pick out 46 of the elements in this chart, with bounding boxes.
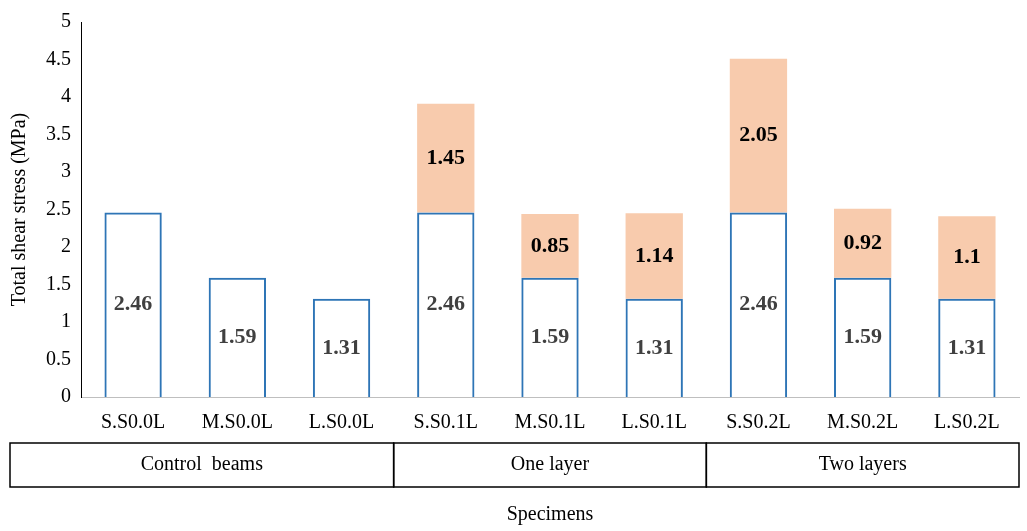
bar	[521, 214, 579, 278]
text: Control beams	[140, 452, 264, 475]
data-label: 2.46	[739, 290, 778, 316]
y-tick-label: 1	[61, 309, 71, 332]
bar	[938, 216, 996, 299]
y-tick-label: 4.5	[46, 46, 71, 69]
x-tick-label: M.S0.1L	[514, 410, 586, 433]
data-label: 1.31	[634, 333, 674, 359]
y-axis-title: Total shear stress (MPa)	[7, 112, 31, 307]
data-label: 1.59	[218, 323, 257, 349]
x-tick-label: S.S0.2L	[726, 410, 791, 433]
y-tick-label: 0	[61, 384, 71, 407]
y-tick-label: 1.5	[46, 271, 71, 294]
y-tick-label: 3.5	[46, 121, 71, 144]
data-label: 1.14	[634, 241, 674, 267]
y-tick-label: 2	[61, 234, 71, 257]
data-label: 2.05	[739, 121, 778, 147]
data-label: 1.59	[530, 323, 570, 349]
data-label: 1.31	[947, 333, 987, 359]
x-tick-label: M.S0.0L	[201, 410, 273, 433]
bar	[729, 58, 788, 213]
y-tick-label: 4	[61, 84, 71, 107]
y-tick-label: 0.5	[46, 346, 71, 369]
text: Two layers	[818, 452, 907, 476]
y-tick-label: 3	[61, 159, 71, 182]
x-tick-label: L.S0.0L	[308, 410, 375, 433]
x-tick-label: S.S0.1L	[413, 410, 479, 433]
data-label: 0.92	[843, 228, 882, 254]
x-tick-label: M.S0.2L	[827, 410, 899, 433]
x-tick-label: L.S0.2L	[934, 410, 1000, 433]
data-label: 0.85	[530, 231, 570, 257]
bar	[834, 208, 892, 278]
data-label: 2.46	[113, 290, 153, 316]
x-tick-label: L.S0.1L	[621, 410, 687, 433]
x-tick-label: S.S0.0L	[100, 410, 166, 433]
data-label: 1.45	[426, 143, 466, 169]
bar	[625, 213, 683, 299]
text: One layer	[510, 452, 590, 476]
bar	[417, 103, 475, 213]
y-tick-label: 2.5	[46, 196, 71, 219]
data-label: 1.59	[843, 323, 882, 349]
y-tick-label: 5	[61, 9, 71, 32]
data-label: 1.31	[322, 333, 361, 359]
x-axis-title: Specimens	[506, 502, 594, 526]
data-label: 1.1	[953, 243, 981, 269]
data-label: 2.46	[426, 290, 466, 316]
